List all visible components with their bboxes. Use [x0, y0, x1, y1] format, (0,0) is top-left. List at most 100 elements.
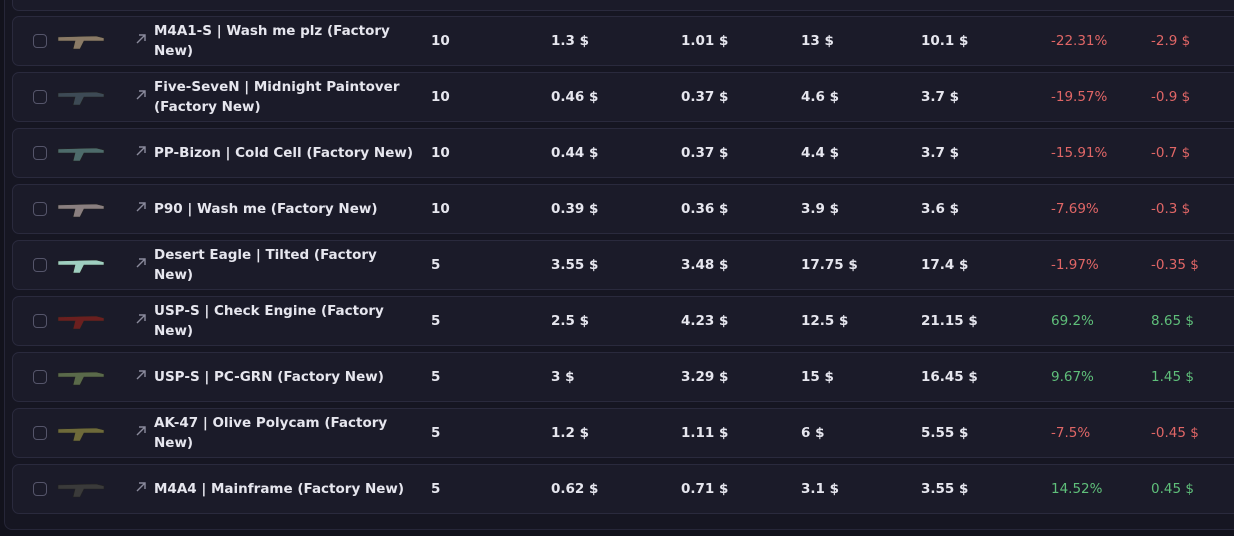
- qty: 5: [431, 313, 441, 329]
- target-total: 3.55 $: [921, 481, 969, 497]
- qty: 5: [431, 369, 441, 385]
- target-price: 3.29 $: [681, 369, 729, 385]
- item-name: Five-SeveN | Midnight Paintover (Factory…: [154, 79, 400, 115]
- arrow-icon: [136, 482, 146, 492]
- item-row: USP-S | PC-GRN (Factory New) 5 3 $ 3.29 $ 15…: [12, 352, 1234, 402]
- item-image: [56, 421, 106, 449]
- change: -2.9 $: [1151, 33, 1191, 49]
- external-link[interactable]: [134, 368, 148, 386]
- arrow-icon: [136, 426, 146, 436]
- gun-icon: [57, 35, 105, 50]
- checkbox[interactable]: [33, 370, 47, 384]
- external-link[interactable]: [134, 480, 148, 498]
- item-name: AK-47 | Olive Polycam (Factory New): [154, 415, 388, 451]
- item-name: PP-Bizon | Cold Cell (Factory New): [154, 145, 414, 161]
- checkbox[interactable]: [33, 34, 47, 48]
- checkbox[interactable]: [33, 482, 47, 496]
- item-image: [56, 309, 106, 337]
- gun-icon: [57, 203, 105, 218]
- qty: 5: [431, 481, 441, 497]
- item-row: Five-SeveN | Midnight Paintover (Factory…: [12, 72, 1234, 122]
- target-total: 3.7 $: [921, 145, 960, 161]
- external-link[interactable]: [134, 32, 148, 50]
- item-image: [56, 365, 106, 393]
- item-name: M4A1-S | Wash me plz (Factory New): [154, 23, 390, 59]
- gun-icon: [57, 427, 105, 442]
- price: 0.62 $: [551, 481, 599, 497]
- change-pct: -22.31%: [1051, 33, 1108, 49]
- checkbox[interactable]: [33, 146, 47, 160]
- table: M4A1-S | Wash me plz (Factory New) 10 1.3 …: [4, 0, 1234, 530]
- gun-icon: [57, 315, 105, 330]
- qty: 10: [431, 33, 450, 49]
- checkbox[interactable]: [33, 314, 47, 328]
- target-total: 21.15 $: [921, 313, 978, 329]
- change-pct: 14.52%: [1051, 481, 1103, 497]
- gun-icon: [57, 259, 105, 274]
- arrow-icon: [136, 314, 146, 324]
- change: 0.45 $: [1151, 481, 1194, 497]
- change-pct: -7.5%: [1051, 425, 1091, 441]
- item-name: USP-S | Check Engine (Factory New): [154, 303, 384, 339]
- price: 0.44 $: [551, 145, 599, 161]
- checkbox[interactable]: [33, 202, 47, 216]
- total: 3.9 $: [801, 201, 840, 217]
- external-link[interactable]: [134, 88, 148, 106]
- item-row: AK-47 | Olive Polycam (Factory New) 5 1.2 …: [12, 408, 1234, 458]
- change: -0.9 $: [1151, 89, 1191, 105]
- qty: 10: [431, 89, 450, 105]
- item-row: M4A4 | Mainframe (Factory New) 5 0.62 $ 0.7…: [12, 464, 1234, 514]
- change-pct: 69.2%: [1051, 313, 1094, 329]
- checkbox[interactable]: [33, 90, 47, 104]
- price: 1.2 $: [551, 425, 590, 441]
- change-pct: -1.97%: [1051, 257, 1099, 273]
- price: 1.3 $: [551, 33, 590, 49]
- target-total: 10.1 $: [921, 33, 969, 49]
- price: 0.39 $: [551, 201, 599, 217]
- gun-icon: [57, 371, 105, 386]
- external-link[interactable]: [134, 424, 148, 442]
- checkbox[interactable]: [33, 426, 47, 440]
- item-row: Desert Eagle | Tilted (Factory New) 5 3.55…: [12, 240, 1234, 290]
- target-price: 4.23 $: [681, 313, 729, 329]
- target-total: 3.7 $: [921, 89, 960, 105]
- checkbox[interactable]: [33, 258, 47, 272]
- item-row: USP-S | Check Engine (Factory New) 5 2.5 $…: [12, 296, 1234, 346]
- target-price: 0.71 $: [681, 481, 729, 497]
- item-row: PP-Bizon | Cold Cell (Factory New) 10 0.44…: [12, 128, 1234, 178]
- qty: 5: [431, 425, 441, 441]
- item-row: M4A1-S | Wash me plz (Factory New) 10 1.3 …: [12, 16, 1234, 66]
- external-link[interactable]: [134, 144, 148, 162]
- external-link[interactable]: [134, 200, 148, 218]
- arrow-icon: [136, 34, 146, 44]
- qty: 10: [431, 145, 450, 161]
- price: 0.46 $: [551, 89, 599, 105]
- target-price: 0.37 $: [681, 89, 729, 105]
- gun-icon: [57, 483, 105, 498]
- item-image: [56, 253, 106, 281]
- change-pct: -19.57%: [1051, 89, 1108, 105]
- total: 4.4 $: [801, 145, 840, 161]
- external-link[interactable]: [134, 312, 148, 330]
- gun-icon: [57, 147, 105, 162]
- item-image: [56, 29, 106, 57]
- change-pct: -7.69%: [1051, 201, 1099, 217]
- item-name: P90 | Wash me (Factory New): [154, 201, 378, 217]
- arrow-icon: [136, 258, 146, 268]
- row-partial: [12, 0, 1234, 11]
- arrow-icon: [136, 90, 146, 100]
- item-image: [56, 197, 106, 225]
- price: 2.5 $: [551, 313, 590, 329]
- external-link[interactable]: [134, 256, 148, 274]
- total: 4.6 $: [801, 89, 840, 105]
- item-row: P90 | Wash me (Factory New) 10 0.39 $ 0.36 …: [12, 184, 1234, 234]
- total: 6 $: [801, 425, 825, 441]
- target-price: 3.48 $: [681, 257, 729, 273]
- change-pct: -15.91%: [1051, 145, 1108, 161]
- price: 3.55 $: [551, 257, 599, 273]
- target-price: 1.01 $: [681, 33, 729, 49]
- change: -0.7 $: [1151, 145, 1191, 161]
- arrow-icon: [136, 202, 146, 212]
- target-total: 3.6 $: [921, 201, 960, 217]
- item-image: [56, 141, 106, 169]
